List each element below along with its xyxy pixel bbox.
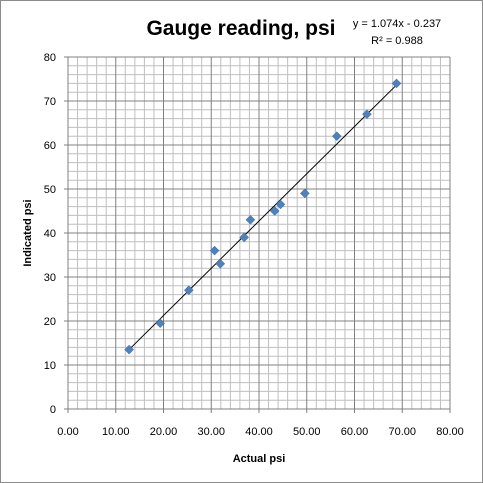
- y-tick-label: 80: [44, 52, 56, 64]
- data-point: [391, 78, 402, 89]
- major-gridlines: [68, 56, 451, 409]
- x-tick-label: 80.00: [436, 426, 464, 438]
- x-axis-tick-labels: 0.00 10.00 20.00 30.00 40.00 50.00 60.00 70.00 8…: [57, 409, 464, 438]
- y-tick-label: 10: [44, 360, 56, 372]
- y-tick-label: 50: [44, 184, 56, 196]
- data-point: [362, 109, 372, 120]
- data-point: [209, 245, 220, 256]
- y-axis-tick-labels: 0 10 20 30 40 50 60 70 80: [44, 52, 68, 416]
- data-point: [183, 285, 194, 296]
- data-point: [331, 131, 342, 142]
- data-point: [269, 206, 280, 216]
- y-tick-label: 60: [44, 140, 56, 152]
- data-point: [124, 344, 134, 355]
- x-tick-label: 30.00: [197, 426, 225, 438]
- y-tick-label: 70: [44, 96, 56, 108]
- trendline: [128, 84, 397, 350]
- x-tick-label: 40.00: [245, 426, 273, 438]
- trendline-equation: y = 1.074x - 0.237: [353, 18, 441, 30]
- y-tick-label: 40: [44, 228, 56, 240]
- data-point: [275, 199, 286, 210]
- data-point: [155, 318, 166, 329]
- y-tick-label: 20: [44, 316, 56, 328]
- x-tick-label: 20.00: [150, 426, 178, 438]
- chart-title: Gauge reading, psi: [146, 17, 335, 40]
- x-axis-title: Actual psi: [233, 453, 286, 465]
- data-point: [299, 188, 310, 199]
- x-tick-label: 50.00: [293, 426, 321, 438]
- x-tick-label: 10.00: [102, 426, 130, 438]
- data-point: [245, 214, 256, 225]
- y-tick-label: 0: [50, 404, 56, 416]
- x-tick-label: 0.00: [57, 426, 78, 438]
- x-tick-label: 60.00: [341, 426, 369, 438]
- data-point: [239, 232, 250, 243]
- y-tick-label: 30: [44, 272, 56, 284]
- y-axis-title: Indicated psi: [22, 199, 34, 266]
- data-points: [124, 78, 402, 355]
- x-tick-label: 70.00: [388, 426, 416, 438]
- trendline-r-squared: R² = 0.988: [371, 35, 423, 47]
- data-point: [215, 258, 226, 269]
